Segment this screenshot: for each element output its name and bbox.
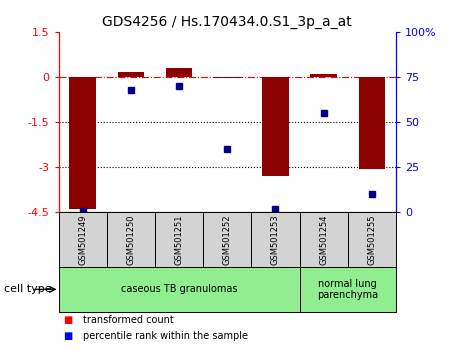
Bar (252, 212, 300, 267)
Text: GSM501252: GSM501252 (223, 215, 232, 265)
Text: GSM501251: GSM501251 (175, 215, 184, 265)
Text: transformed count: transformed count (83, 315, 174, 325)
Text: GSM501250: GSM501250 (126, 215, 135, 265)
Text: normal lung
parenchyma: normal lung parenchyma (317, 279, 378, 300)
Bar (107, 212, 155, 267)
Text: percentile rank within the sample: percentile rank within the sample (83, 331, 248, 341)
Bar (58, 267, 300, 312)
Text: ■: ■ (63, 315, 72, 325)
Title: GDS4256 / Hs.170434.0.S1_3p_a_at: GDS4256 / Hs.170434.0.S1_3p_a_at (103, 16, 352, 29)
Bar (203, 212, 252, 267)
Bar (310, 74, 337, 77)
Bar (117, 73, 144, 77)
Bar (359, 77, 385, 169)
Text: cell type: cell type (4, 284, 52, 295)
Text: GSM501254: GSM501254 (319, 215, 328, 265)
Bar (300, 267, 396, 312)
Bar (155, 212, 203, 267)
Text: caseous TB granulomas: caseous TB granulomas (121, 284, 237, 295)
Bar (214, 77, 240, 79)
Bar (58, 212, 107, 267)
Text: ■: ■ (63, 331, 72, 341)
Bar (300, 212, 348, 267)
Bar (348, 212, 396, 267)
Text: GSM501255: GSM501255 (367, 215, 376, 265)
Bar (69, 77, 96, 209)
Bar (166, 68, 192, 77)
Text: GSM501249: GSM501249 (78, 215, 87, 265)
Text: GSM501253: GSM501253 (271, 215, 280, 265)
Bar (262, 77, 289, 176)
